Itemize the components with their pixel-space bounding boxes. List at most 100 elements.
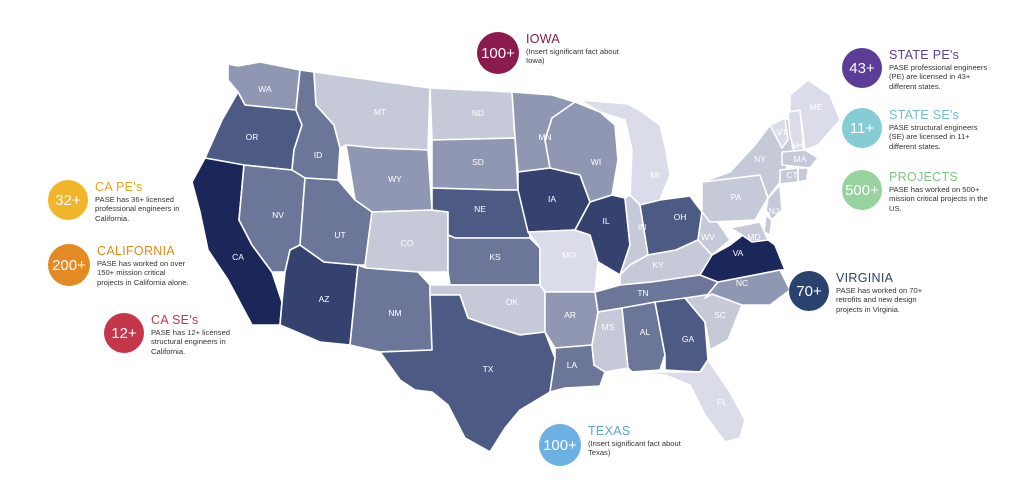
state-label-nj: NJ — [769, 206, 779, 216]
state-se-callout: 11+ STATE SE's PASE structural engineers … — [842, 108, 989, 151]
ca-pe-title: CA PE's — [95, 180, 143, 194]
state-label-fl: FL — [717, 397, 727, 407]
state-label-ma: MA — [794, 154, 807, 164]
state-nj — [765, 184, 783, 221]
state-label-ct: CT — [786, 170, 797, 180]
state-se-badge: 11+ — [842, 108, 882, 148]
california-callout: 200+ CALIFORNIA PASE has worked on over 1… — [48, 244, 192, 287]
projects-desc: PASE has worked on 500+ mission critical… — [889, 185, 988, 213]
state-label-ar: AR — [564, 310, 576, 320]
state-me — [789, 79, 841, 151]
state-label-ut: UT — [334, 230, 345, 240]
state-label-oh: OH — [674, 212, 687, 222]
state-tx — [379, 294, 556, 453]
iowa-desc: (Insert significant fact about Iowa) — [526, 47, 619, 66]
texas-badge: 100+ — [539, 424, 581, 466]
state-label-wv: WV — [701, 232, 715, 242]
state-label-id: ID — [314, 150, 323, 160]
state-label-de: DE — [770, 218, 782, 228]
state-label-ks: KS — [489, 252, 501, 262]
virginia-callout: 70+ VIRGINIA PASE has worked on 70+ retro… — [789, 271, 936, 314]
state-label-ga: GA — [682, 334, 695, 344]
virginia-value: 70+ — [796, 282, 822, 300]
state-label-ny: NY — [754, 154, 766, 164]
state-de — [763, 214, 773, 236]
state-label-co: CO — [401, 238, 414, 248]
california-value: 200+ — [52, 256, 86, 274]
state-label-sc: SC — [714, 310, 726, 320]
iowa-callout: 100+ IOWA (Insert significant fact about … — [477, 32, 636, 74]
ca-se-value: 12+ — [111, 324, 137, 342]
state-label-md: MD — [747, 232, 760, 242]
state-label-tx: TX — [483, 364, 494, 374]
state-label-wa: WA — [258, 84, 272, 94]
ca-se-title: CA SE's — [151, 313, 199, 327]
state-label-ky: KY — [652, 260, 664, 270]
ca-pe-callout: 32+ CA PE's PASE has 36+ licensed profess… — [48, 180, 200, 223]
state-label-ms: MS — [602, 322, 615, 332]
ca-se-callout: 12+ CA SE's PASE has 12+ licensed structu… — [104, 313, 251, 356]
ca-se-badge: 12+ — [104, 313, 144, 353]
state-pe-callout: 43+ STATE PE's PASE professional engineer… — [842, 48, 989, 91]
projects-callout: 500+ PROJECTS PASE has worked on 500+ mis… — [842, 170, 989, 213]
state-label-in: IN — [638, 222, 647, 232]
state-label-pa: PA — [731, 192, 742, 202]
state-pe-desc: PASE professional engineers (PE) are lic… — [889, 63, 988, 91]
california-badge: 200+ — [48, 244, 90, 286]
state-pe-value: 43+ — [849, 59, 875, 77]
state-label-or: OR — [246, 132, 259, 142]
state-label-il: IL — [602, 216, 609, 226]
state-label-ca: CA — [232, 252, 244, 262]
state-pe-badge: 43+ — [842, 48, 882, 88]
virginia-desc: PASE has worked on 70+ retrofits and new… — [836, 286, 923, 314]
state-label-nd: ND — [472, 108, 484, 118]
california-desc: PASE has worked on over 150+ mission cri… — [97, 259, 189, 287]
virginia-badge: 70+ — [789, 271, 829, 311]
iowa-value: 100+ — [481, 44, 515, 62]
projects-title: PROJECTS — [889, 170, 959, 184]
state-label-wy: WY — [388, 174, 402, 184]
state-label-al: AL — [640, 327, 651, 337]
iowa-title: IOWA — [526, 32, 561, 46]
state-label-me: ME — [810, 102, 823, 112]
ca-pe-value: 32+ — [55, 191, 81, 209]
state-ri — [797, 167, 809, 183]
texas-title: TEXAS — [588, 424, 631, 438]
virginia-title: VIRGINIA — [836, 271, 894, 285]
state-label-mn: MN — [538, 132, 551, 142]
state-fl — [631, 359, 746, 443]
state-label-ne: NE — [474, 204, 486, 214]
california-title: CALIFORNIA — [97, 244, 176, 258]
iowa-badge: 100+ — [477, 32, 519, 74]
state-label-wi: WI — [591, 157, 601, 167]
state-vt — [769, 117, 789, 149]
state-label-sd: SD — [472, 157, 484, 167]
state-label-va: VA — [733, 248, 744, 258]
state-label-ia: IA — [548, 194, 556, 204]
state-label-vt: VT — [777, 127, 788, 137]
state-label-tn: TN — [637, 288, 648, 298]
ca-pe-badge: 32+ — [48, 180, 88, 220]
state-va — [699, 227, 786, 283]
ca-pe-desc: PASE has 36+ licensed professional engin… — [95, 195, 180, 223]
state-ar — [544, 291, 599, 349]
ca-se-desc: PASE has 12+ licensed structural enginee… — [151, 328, 231, 356]
state-label-ok: OK — [506, 297, 519, 307]
state-pe-title: STATE PE's — [889, 48, 960, 62]
state-ma — [781, 149, 819, 169]
projects-badge: 500+ — [842, 170, 882, 210]
state-se-desc: PASE structural engineers (SE) are licen… — [889, 123, 978, 151]
state-label-ri: RI — [806, 172, 815, 182]
state-se-value: 11+ — [849, 119, 875, 137]
state-se-title: STATE SE's — [889, 108, 960, 122]
state-label-mt: MT — [374, 107, 386, 117]
state-label-nv: NV — [272, 210, 284, 220]
state-wv — [697, 211, 731, 256]
state-label-mo: MO — [562, 250, 576, 260]
texas-callout: 100+ TEXAS (Insert significant fact about… — [539, 424, 698, 466]
state-label-nc: NC — [736, 278, 748, 288]
texas-value: 100+ — [543, 436, 577, 454]
projects-value: 500+ — [845, 181, 879, 199]
state-label-nm: NM — [388, 308, 401, 318]
